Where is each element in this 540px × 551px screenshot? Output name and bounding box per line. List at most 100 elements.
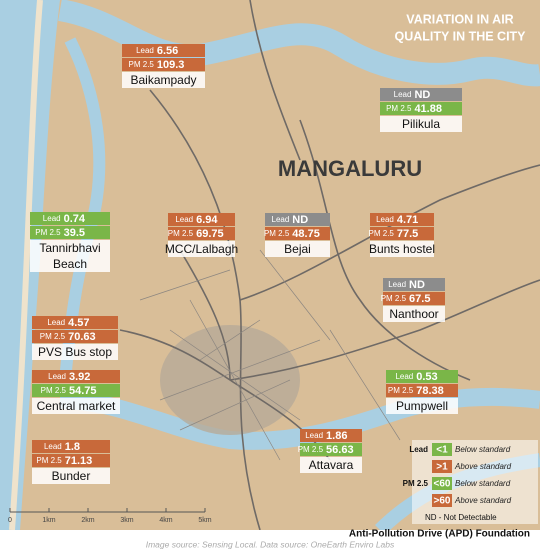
pm-label: PM 2.5 xyxy=(381,294,407,303)
roads xyxy=(119,0,540,531)
lead-value: 1.86 xyxy=(326,430,347,442)
name-bg xyxy=(168,241,235,257)
name-bg xyxy=(383,306,445,322)
lead-label: Lead xyxy=(136,46,154,55)
pm-row xyxy=(380,102,462,115)
name-bg xyxy=(30,240,110,256)
legend-text: Below standard xyxy=(455,479,511,488)
lead-row xyxy=(380,88,462,101)
pm-label: PM 2.5 xyxy=(386,104,412,113)
lead-value: 3.92 xyxy=(69,371,90,383)
pm-value: 39.5 xyxy=(64,227,85,239)
lead-value: ND xyxy=(409,279,425,291)
pm-label: PM 2.5 xyxy=(36,456,62,465)
pm-label: PM 2.5 xyxy=(35,228,61,237)
legend-symbol: <1 xyxy=(436,445,448,456)
lead-label: Lead xyxy=(47,318,65,327)
name-bg xyxy=(386,398,458,414)
legend-swatch xyxy=(432,443,452,456)
pm-row xyxy=(386,384,458,397)
lead-row xyxy=(370,213,434,226)
pm-value: 77.5 xyxy=(397,228,418,240)
pm-row xyxy=(30,226,110,239)
lead-label: Lead xyxy=(48,372,66,381)
pm-row xyxy=(32,454,110,467)
lead-row xyxy=(300,429,362,442)
lead-value: ND xyxy=(414,89,430,101)
title: VARIATION IN AIR xyxy=(406,12,513,26)
footer-org: Anti-Pollution Drive (APD) Foundation xyxy=(349,529,530,540)
location-name: Tannirbhavi xyxy=(39,241,100,255)
location-name: Nanthoor xyxy=(389,307,438,321)
pm-row xyxy=(370,227,434,240)
footer-source: Image source: Sensing Local. Data source… xyxy=(146,539,395,549)
minor-roads xyxy=(139,249,401,461)
lead-row xyxy=(32,370,120,383)
lead-value: 0.74 xyxy=(64,213,86,225)
legend-symbol: <60 xyxy=(434,479,451,490)
scale-bar: 0 1km 2km 3km 4km 5km xyxy=(8,508,212,524)
city-label: MANGALURU xyxy=(278,156,422,181)
scale-label: 3km xyxy=(120,517,133,524)
location-card: Lead 1.8PM 2.5 71.13 Bunder xyxy=(32,440,110,484)
location-name: PVS Bus stop xyxy=(38,345,112,359)
lead-value: 6.94 xyxy=(196,214,218,226)
pm-value: 41.88 xyxy=(414,103,442,115)
scale-label: 4km xyxy=(159,517,172,524)
name-bg xyxy=(30,256,110,272)
pm-value: 71.13 xyxy=(65,455,93,467)
pm-value: 69.75 xyxy=(196,228,224,240)
location-name: Pumpwell xyxy=(396,399,448,413)
location-name: Bejai xyxy=(284,242,311,256)
location-name: Beach xyxy=(53,257,87,271)
lead-label: Lead xyxy=(395,372,413,381)
title: QUALITY IN THE CITY xyxy=(394,29,526,43)
scale-label: 2km xyxy=(81,517,94,524)
lead-row xyxy=(122,44,205,57)
legend-swatch xyxy=(432,460,452,473)
lead-label: Lead xyxy=(44,442,62,451)
legend-text: Below standard xyxy=(455,445,511,454)
pm-row xyxy=(32,330,118,343)
pm-value: 48.75 xyxy=(292,228,320,240)
name-bg xyxy=(300,457,362,473)
location-name: MCC/Lalbagh xyxy=(165,242,238,256)
scale-label: 1km xyxy=(42,517,55,524)
pm-label: PM 2.5 xyxy=(388,386,414,395)
pm-label: PM 2.5 xyxy=(298,445,324,454)
lead-value: ND xyxy=(292,214,308,226)
lead-value: 6.56 xyxy=(157,45,178,57)
lead-label: Lead xyxy=(43,214,61,223)
lead-label: Lead xyxy=(388,280,406,289)
name-bg xyxy=(122,72,205,88)
lead-value: 0.53 xyxy=(416,371,437,383)
lead-value: 4.57 xyxy=(68,317,89,329)
footer-bg xyxy=(0,530,540,551)
location-name: Baikampady xyxy=(130,73,196,87)
pm-label: PM 2.5 xyxy=(168,229,194,238)
pm-label: PM 2.5 xyxy=(40,332,66,341)
pm-row xyxy=(122,58,205,71)
pm-label: PM 2.5 xyxy=(264,229,290,238)
pm-value: 78.38 xyxy=(416,385,444,397)
lead-row xyxy=(265,213,330,226)
pm-value: 56.63 xyxy=(326,444,354,456)
legend-group-label: Lead xyxy=(409,445,428,454)
lead-label: Lead xyxy=(272,215,290,224)
lead-row xyxy=(32,440,110,453)
pm-row xyxy=(168,227,235,240)
pm-value: 67.5 xyxy=(409,293,430,305)
pm-row xyxy=(383,292,445,305)
location-name: Bunts hostel xyxy=(369,242,435,256)
